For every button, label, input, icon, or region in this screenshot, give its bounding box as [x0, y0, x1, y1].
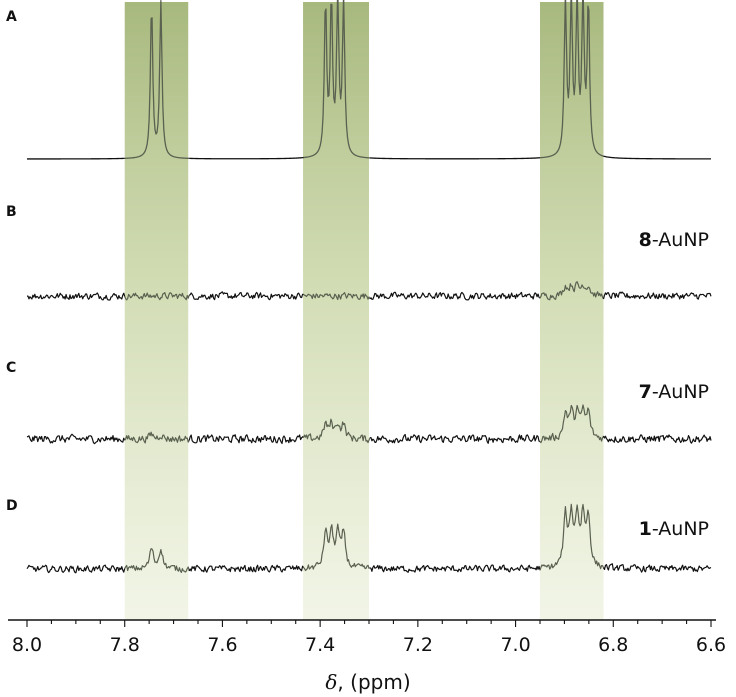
trace-d-segment-5 — [539, 503, 605, 571]
trace-c-segment-6 — [602, 434, 712, 444]
x-axis-title: δ, (ppm) — [325, 670, 410, 694]
trace-d-segment-3 — [303, 523, 371, 572]
sample-label-c: 7-AuNP — [639, 381, 709, 403]
sample-label-number: 8 — [639, 229, 652, 251]
trace-c-segment-3 — [302, 418, 371, 444]
sample-label-suffix: -AuNP — [652, 229, 709, 251]
panel-letter-c: C — [6, 360, 16, 376]
sample-label-suffix: -AuNP — [652, 518, 709, 540]
highlight-band-2 — [303, 2, 369, 620]
trace-a-segment-1 — [124, 0, 190, 160]
trace-b-segment-3 — [303, 292, 371, 301]
trace-d-segment-0 — [26, 564, 126, 574]
trace-a-segment-3 — [303, 0, 371, 159]
trace-b-segment-0 — [26, 292, 126, 301]
highlight-band-3 — [540, 2, 604, 620]
x-tick-label: 8.0 — [12, 634, 42, 656]
x-tick-label: 7.0 — [500, 634, 530, 656]
sample-label-d: 1-AuNP — [639, 518, 709, 540]
trace-b-segment-2 — [188, 291, 304, 301]
x-axis-title-symbol: δ — [325, 670, 337, 694]
x-tick-label: 7.4 — [305, 634, 335, 656]
trace-a-segment-6 — [603, 155, 711, 160]
x-axis: 8.0 7.8 7.6 7.4 7.2 7.0 6.8 6.6 — [8, 619, 726, 656]
trace-c-segment-2 — [188, 434, 304, 445]
sample-label-suffix: -AuNP — [652, 381, 709, 403]
trace-b-segment-4 — [369, 291, 541, 301]
spectrum-traces — [26, 0, 712, 574]
trace-a-segment-2 — [189, 156, 304, 160]
trace-c-segment-4 — [369, 433, 541, 444]
sample-label-number: 1 — [639, 518, 652, 540]
x-tick-label: 7.6 — [207, 634, 237, 656]
highlight-band-1 — [124, 2, 189, 620]
sample-label-b: 8-AuNP — [639, 229, 709, 251]
x-tick-label: 6.8 — [598, 634, 628, 656]
x-tick-label: 6.6 — [696, 634, 726, 656]
trace-d-segment-4 — [369, 564, 541, 573]
panel-letter-b: B — [6, 204, 17, 220]
trace-b-segment-6 — [602, 291, 712, 300]
x-tick-label: 7.2 — [403, 634, 433, 656]
sample-label-number: 7 — [639, 381, 652, 403]
trace-b-segment-1 — [124, 291, 190, 301]
trace-a-segment-0 — [27, 157, 125, 160]
trace-a-segment-4 — [369, 157, 541, 160]
panel-letter-d: D — [6, 498, 18, 514]
trace-c-segment-0 — [26, 433, 126, 445]
trace-c-segment-1 — [124, 431, 190, 444]
trace-b-segment-5 — [539, 281, 605, 301]
trace-d-segment-1 — [124, 548, 190, 573]
x-axis-ticks: 8.0 7.8 7.6 7.4 7.2 7.0 6.8 6.6 — [12, 620, 726, 656]
x-axis-title-text: , (ppm) — [337, 670, 410, 694]
panel-letter-a: A — [6, 9, 17, 25]
trace-c-segment-5 — [539, 404, 605, 444]
x-tick-label: 7.8 — [110, 634, 140, 656]
trace-a-segment-5 — [539, 0, 604, 159]
highlight-bands — [124, 2, 604, 620]
trace-d-segment-2 — [188, 564, 305, 573]
trace-d-segment-6 — [602, 563, 712, 573]
